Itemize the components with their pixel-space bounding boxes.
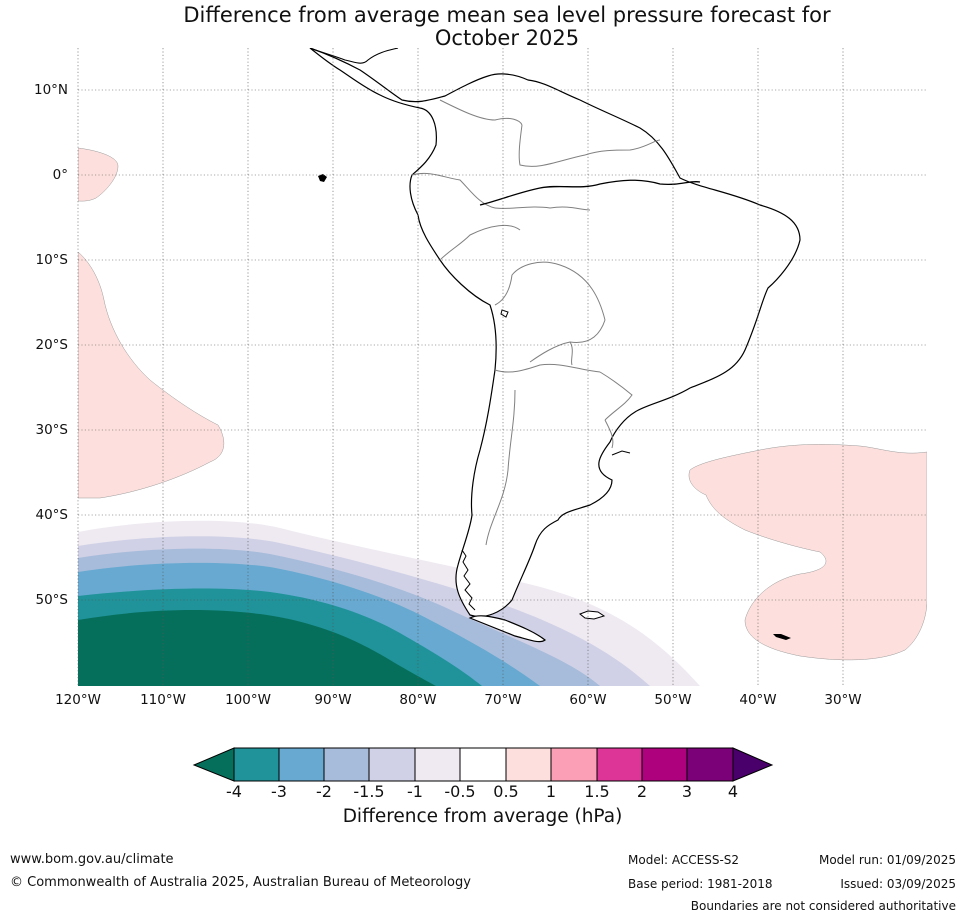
anomaly-positive-equatorial-pacific bbox=[78, 147, 119, 202]
country-borders bbox=[411, 99, 661, 546]
colorbar-extend-high bbox=[732, 747, 774, 782]
colorbar-label: Difference from average (hPa) bbox=[342, 806, 623, 827]
colorbar-tick: 4 bbox=[727, 782, 739, 801]
lon-label-40w: 40°W bbox=[739, 692, 777, 708]
footer-model: Model: ACCESS-S2 bbox=[628, 853, 740, 867]
amazon-river bbox=[479, 179, 701, 206]
colorbar-tick: 3 bbox=[681, 782, 693, 801]
lon-label-120w: 120°W bbox=[55, 692, 101, 708]
anomaly-band-minus-4 bbox=[78, 610, 436, 686]
lon-label-60w: 60°W bbox=[569, 692, 607, 708]
lon-label-90w: 90°W bbox=[314, 692, 352, 708]
anomaly-positive-south-atlantic bbox=[688, 444, 927, 661]
lon-label-80w: 80°W bbox=[399, 692, 437, 708]
colorbar-tick: -1.5 bbox=[353, 782, 385, 801]
colorbar-segment-2 bbox=[279, 748, 324, 781]
lat-label-10n: 10°N bbox=[34, 82, 69, 98]
colorbar bbox=[192, 747, 774, 782]
lat-label-50s: 50°S bbox=[35, 592, 69, 608]
tierra-del-fuego bbox=[468, 615, 546, 643]
title-line-2: October 2025 bbox=[434, 26, 580, 50]
lon-label-100w: 100°W bbox=[225, 692, 271, 708]
colorbar-segment-4 bbox=[369, 748, 415, 781]
south-america-coastline bbox=[309, 48, 801, 618]
colorbar-tick: -2 bbox=[316, 782, 332, 801]
colorbar-segment-5 bbox=[415, 748, 460, 781]
colorbar-extend-low bbox=[192, 747, 235, 782]
lon-label-70w: 70°W bbox=[484, 692, 522, 708]
lat-label-0: 0° bbox=[52, 167, 68, 183]
footer-copyright: © Commonwealth of Australia 2025, Austra… bbox=[10, 875, 471, 890]
colorbar-segment-11 bbox=[687, 748, 733, 781]
colorbar-tick: 2 bbox=[636, 782, 648, 801]
colorbar-tick: -0.5 bbox=[444, 782, 476, 801]
footer-base-period: Base period: 1981-2018 bbox=[628, 877, 773, 891]
south-georgia bbox=[773, 634, 791, 640]
central-america-coast bbox=[309, 48, 399, 64]
lat-label-30s: 30°S bbox=[35, 422, 69, 438]
title-line-1: Difference from average mean sea level p… bbox=[183, 3, 831, 27]
colorbar-segment-3 bbox=[324, 748, 369, 781]
lat-label-40s: 40°S bbox=[35, 507, 69, 523]
anomaly-positive-southeast-pacific bbox=[78, 251, 224, 499]
footer-disclaimer: Boundaries are not considered authoritat… bbox=[690, 899, 956, 913]
footer-issued: Issued: 03/09/2025 bbox=[840, 877, 956, 891]
lon-label-30w: 30°W bbox=[824, 692, 862, 708]
colorbar-segment-7 bbox=[506, 748, 551, 781]
colorbar-tick: 1 bbox=[545, 782, 557, 801]
lon-label-110w: 110°W bbox=[140, 692, 186, 708]
footer-website-link[interactable]: www.bom.gov.au/climate bbox=[10, 852, 174, 867]
galapagos-islands bbox=[318, 174, 327, 182]
footer-model-run: Model run: 01/09/2025 bbox=[818, 853, 956, 867]
lat-label-10s: 10°S bbox=[35, 252, 69, 268]
chile-archipelago bbox=[461, 549, 476, 611]
colorbar-segment-6 bbox=[460, 748, 506, 781]
colorbar-tick: -4 bbox=[226, 782, 242, 801]
lake-titicaca bbox=[500, 309, 509, 318]
colorbar-segment-9 bbox=[597, 748, 642, 781]
rio-de-la-plata bbox=[611, 450, 631, 456]
colorbar-segment-10 bbox=[642, 748, 687, 781]
colorbar-tick: -1 bbox=[407, 782, 423, 801]
falkland-islands bbox=[579, 610, 606, 620]
colorbar-segment-8 bbox=[551, 748, 597, 781]
lat-label-20s: 20°S bbox=[35, 337, 69, 353]
colorbar-segment-1 bbox=[234, 748, 279, 781]
chart-title: Difference from average mean sea level p… bbox=[0, 4, 965, 50]
colorbar-tick: 1.5 bbox=[584, 782, 610, 801]
graticule bbox=[77, 48, 927, 686]
lon-label-50w: 50°W bbox=[654, 692, 692, 708]
colorbar-tick: -3 bbox=[271, 782, 287, 801]
colorbar-tick: 0.5 bbox=[493, 782, 519, 801]
